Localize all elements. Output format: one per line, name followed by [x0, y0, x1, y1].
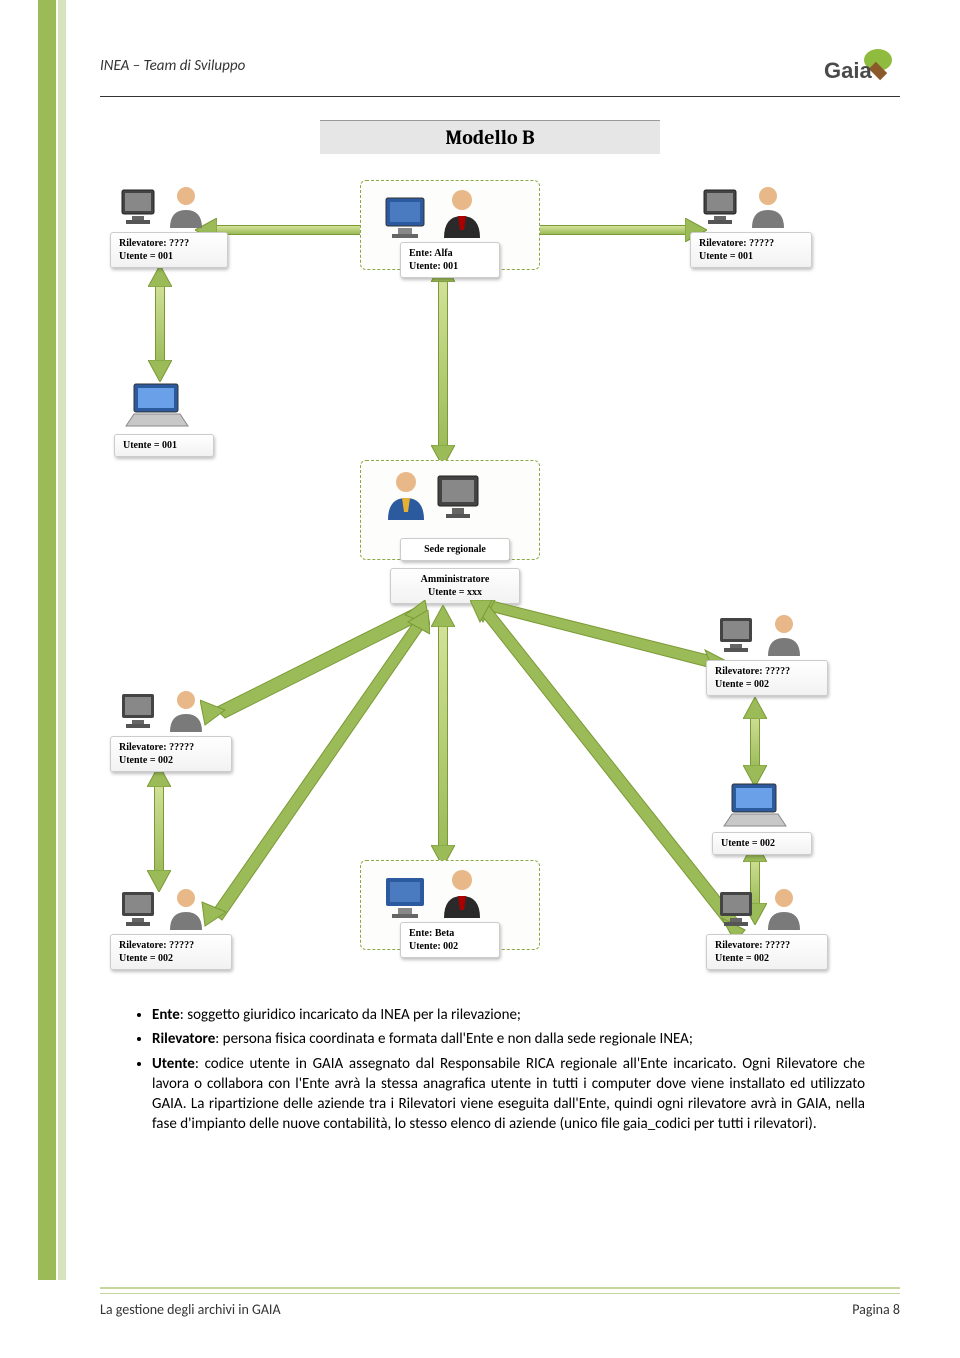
computer-icon: [380, 872, 436, 920]
person-grey-icon: [166, 184, 206, 230]
svg-text:Gaia: Gaia: [824, 58, 872, 83]
monitor-icon: [716, 888, 762, 932]
person-dark-icon: [438, 866, 486, 920]
laptop-r-label: Utente = 002: [712, 832, 812, 855]
ente-beta-label: Ente: Beta Utente: 002: [400, 922, 500, 958]
arrow-v-mr: [750, 710, 760, 770]
computer-icon: [380, 192, 436, 240]
sede-reg-label: Sede regionale: [400, 538, 510, 561]
ente-alfa-icons: [380, 186, 486, 240]
person-grey-icon: [748, 184, 788, 230]
bullet-list: Ente: soggetto giuridico incaricato da I…: [130, 1005, 865, 1139]
diagram-container: Ente: Alfa Utente: 001 Rilevatore: ???? …: [100, 180, 880, 990]
left-margin-stripe-inner: [58, 0, 66, 1280]
arrow-v-center-bot: [438, 620, 448, 850]
rilev-tl-icons: [118, 184, 206, 230]
admin-label: Amministratore Utente = xxx: [390, 568, 520, 604]
rilev-tr-icons: [700, 184, 788, 230]
rilev-tr-label: Rilevatore: ????? Utente = 001: [690, 232, 812, 268]
bullet-ente: Ente: soggetto giuridico incaricato da I…: [152, 1005, 865, 1025]
rilev-tl-label: Rilevatore: ???? Utente = 001: [110, 232, 228, 268]
person-grey-icon: [764, 886, 804, 932]
rilev-bl-label: Rilevatore: ????? Utente = 002: [110, 934, 232, 970]
monitor-icon: [700, 186, 746, 230]
arrow-v-ml: [154, 780, 164, 875]
arrow-v-tl: [155, 280, 165, 365]
footer-right: Pagina 8: [852, 1301, 900, 1318]
rilev-mr-label: Rilevatore: ????? Utente = 002: [706, 660, 828, 696]
monitor-icon: [716, 614, 762, 658]
monitor-icon: [432, 472, 488, 522]
monitor-icon: [118, 690, 164, 734]
laptop-label: Utente = 001: [114, 434, 214, 457]
ente-alfa-label: Ente: Alfa Utente: 001: [400, 242, 500, 278]
arrow-v-center-top: [438, 275, 448, 450]
laptop-r-icon: [720, 780, 790, 835]
rilev-br-label: Rilevatore: ????? Utente = 002: [706, 934, 828, 970]
page-header: INEA – Team di Sviluppo Gaia: [100, 42, 900, 97]
laptop-icon: [122, 380, 192, 435]
rilev-mr-icons: [716, 612, 804, 658]
ente-beta-icons: [380, 866, 486, 920]
rilev-ml-label: Rilevatore: ????? Utente = 002: [110, 736, 232, 772]
header-title: INEA – Team di Sviluppo: [100, 57, 245, 75]
person-grey-icon: [764, 612, 804, 658]
footer-rules: [100, 1287, 900, 1294]
sede-reg-icons: [382, 468, 488, 522]
rilev-br-icons: [716, 886, 804, 932]
person-blue-icon: [382, 468, 430, 522]
monitor-icon: [118, 888, 164, 932]
person-grey-icon: [166, 886, 206, 932]
left-margin-stripe-outer: [38, 0, 56, 1280]
bullet-utente: Utente: codice utente in GAIA assegnato …: [152, 1054, 865, 1135]
gaia-logo: Gaia: [820, 42, 900, 90]
page-title: Modello B: [320, 120, 660, 154]
page-footer: La gestione degli archivi in GAIA Pagina…: [100, 1301, 900, 1318]
rilev-ml-icons: [118, 688, 206, 734]
monitor-icon: [118, 186, 164, 230]
person-grey-icon: [166, 688, 206, 734]
person-dark-icon: [438, 186, 486, 240]
footer-left: La gestione degli archivi in GAIA: [100, 1301, 281, 1318]
bullet-rilevatore: Rilevatore: persona fisica coordinata e …: [152, 1029, 865, 1049]
rilev-bl-icons: [118, 886, 206, 932]
